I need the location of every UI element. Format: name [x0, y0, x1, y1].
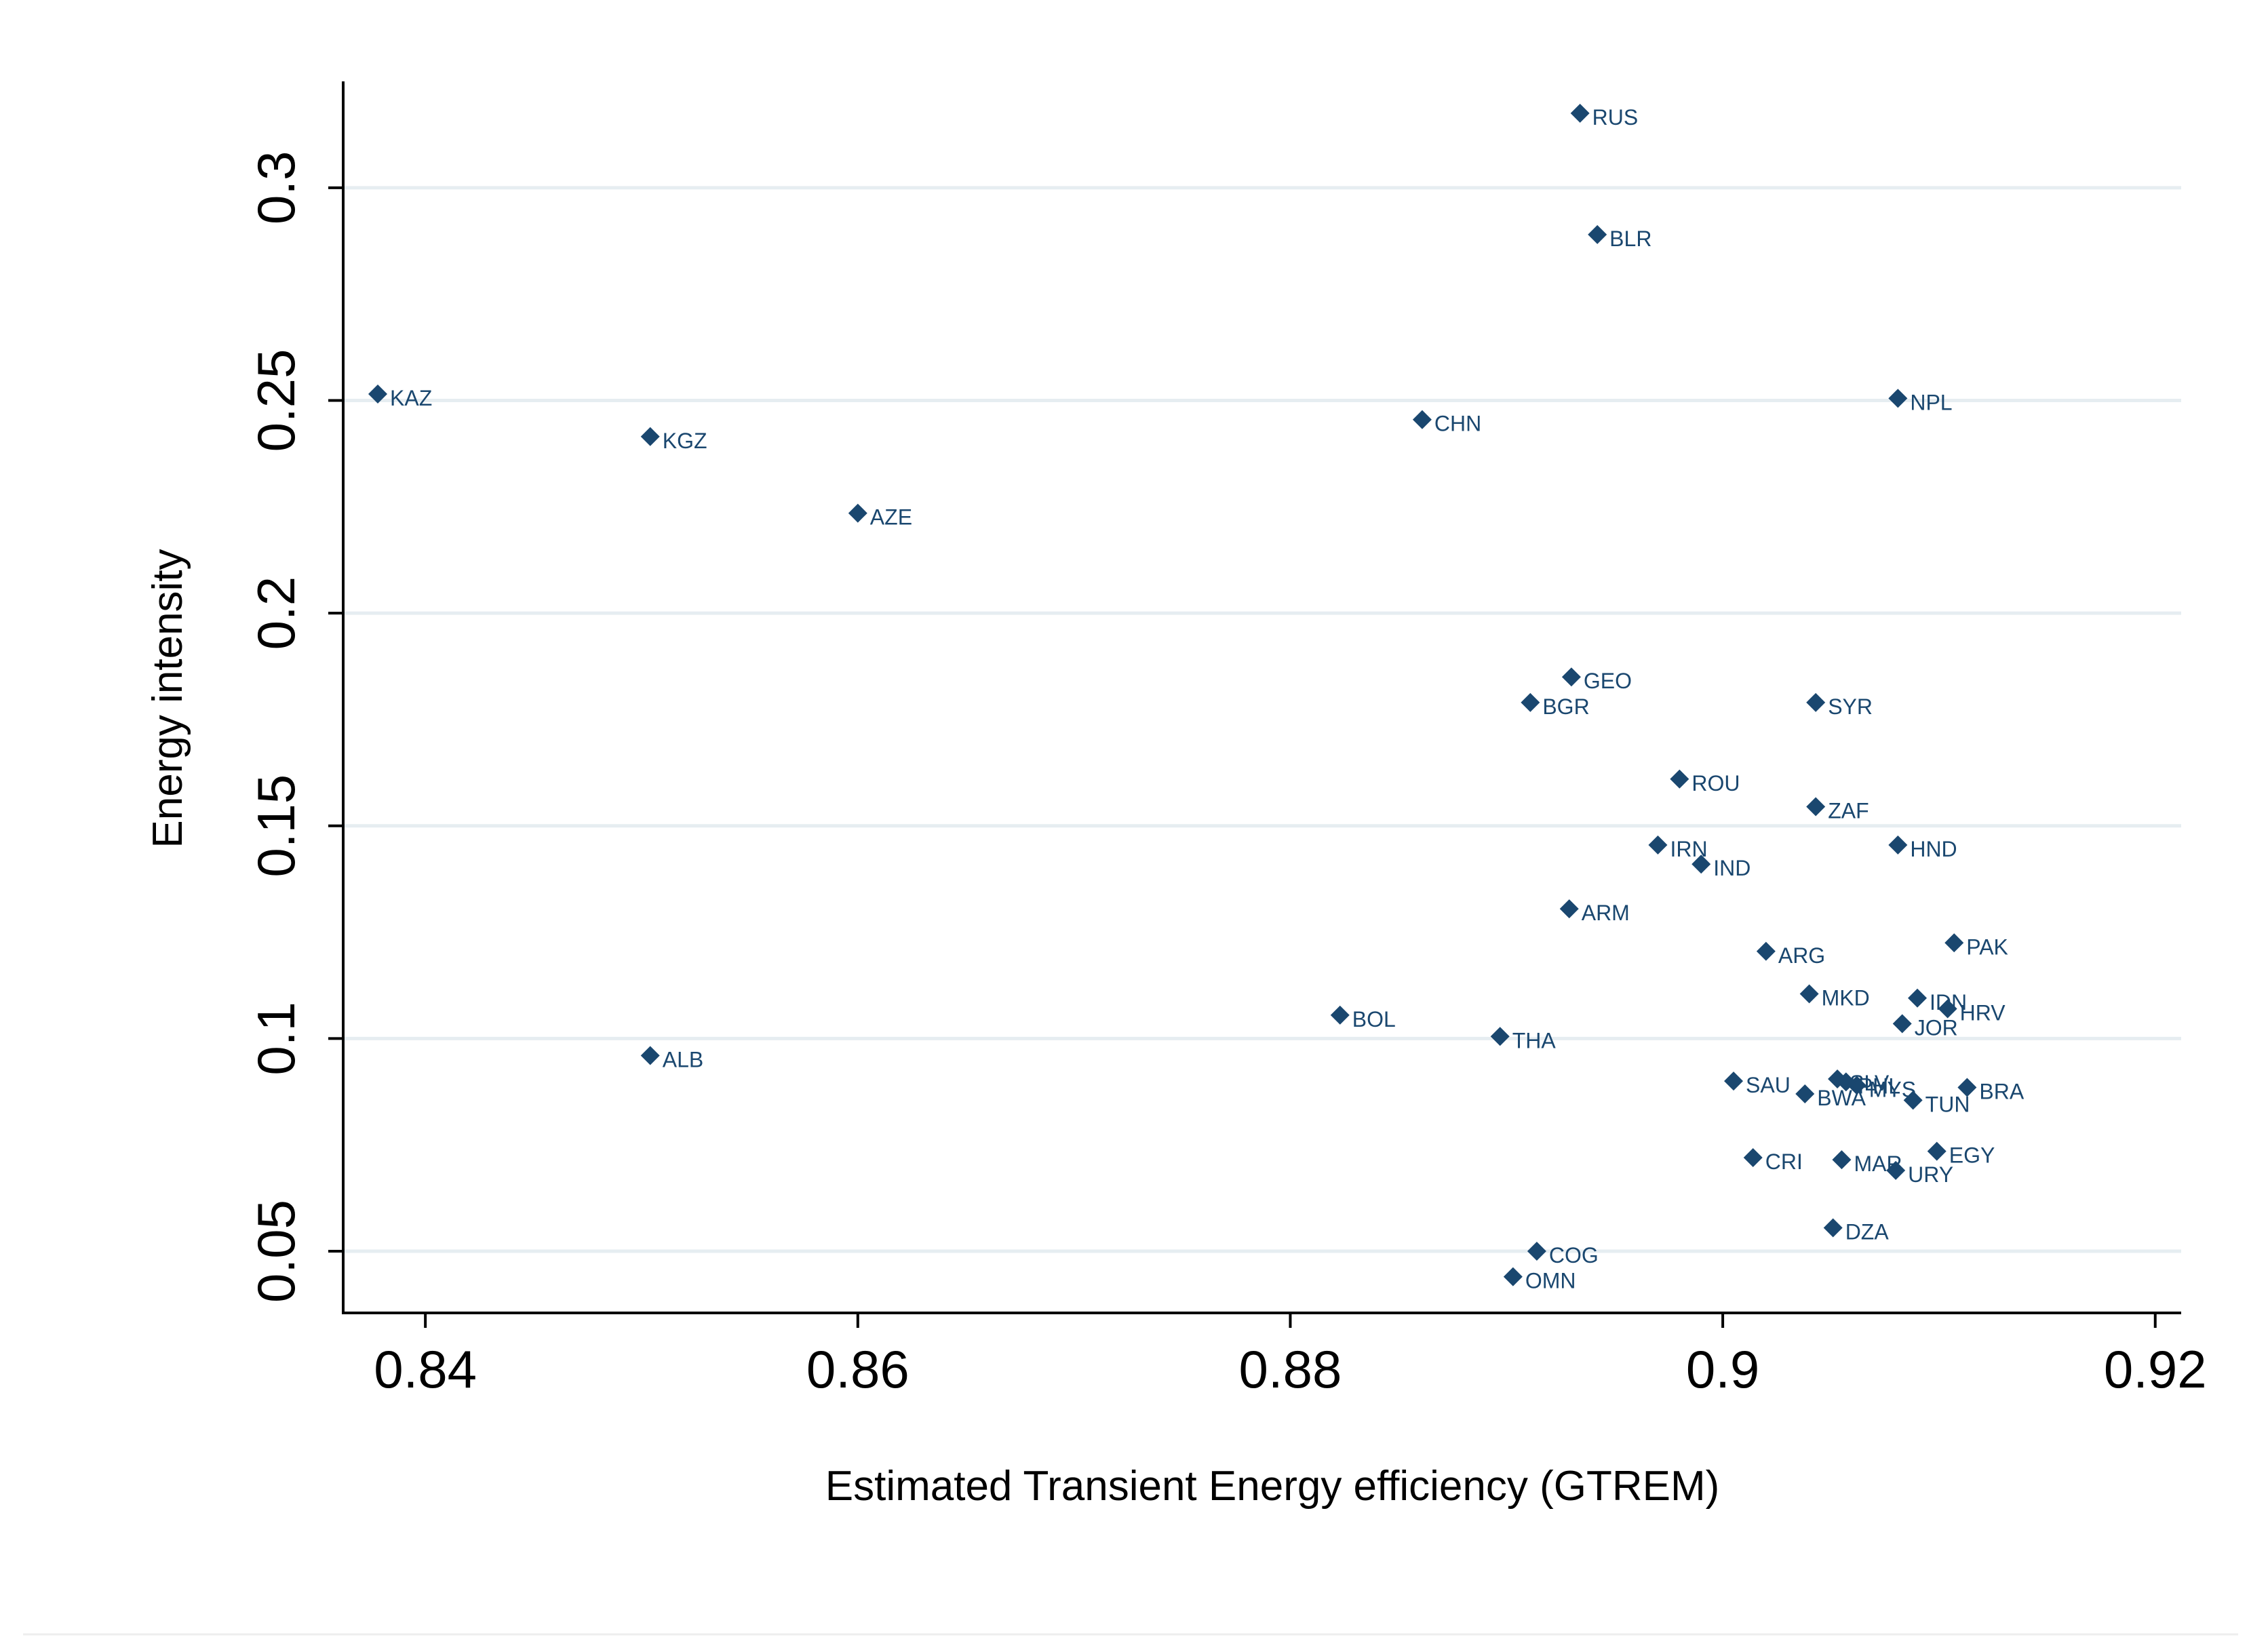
point-label-zaf: ZAF — [1828, 799, 1869, 823]
data-point-arg — [1756, 941, 1776, 961]
data-point-rou — [1670, 769, 1689, 789]
point-label-phl: PHL — [1858, 1074, 1900, 1098]
data-point-ury — [1886, 1160, 1906, 1180]
point-label-alb: ALB — [663, 1047, 703, 1071]
x-axis-title: Estimated Transient Energy efficiency (G… — [825, 1463, 1720, 1510]
data-point-rus — [1570, 104, 1590, 123]
point-label-tun: TUN — [1925, 1092, 1970, 1116]
point-label-kaz: KAZ — [390, 386, 432, 410]
point-label-pak: PAK — [1966, 935, 2008, 959]
axes — [342, 81, 2181, 1314]
data-point-tun — [1903, 1090, 1923, 1110]
data-point-pak — [1944, 933, 1964, 953]
y-tick-label: 0.3 — [246, 151, 306, 224]
gridlines — [345, 186, 2181, 1253]
data-point-aze — [848, 503, 867, 523]
point-label-bol: BOL — [1352, 1007, 1396, 1031]
point-label-hnd: HND — [1910, 837, 1957, 861]
data-point-syr — [1806, 692, 1826, 712]
data-points — [368, 104, 1977, 1286]
point-label-idn: IDN — [1930, 990, 1967, 1015]
y-tick-label: 0.25 — [246, 349, 306, 452]
data-point-zaf — [1806, 797, 1826, 817]
data-point-cri — [1743, 1148, 1763, 1168]
data-point-hrv — [1938, 999, 1957, 1019]
x-tick-label: 0.9 — [1686, 1339, 1759, 1399]
y-tick-label: 0.05 — [246, 1200, 306, 1303]
point-label-bwa: BWA — [1817, 1086, 1866, 1110]
x-tick-label: 0.92 — [2104, 1339, 2207, 1399]
point-label-ury: URY — [1908, 1162, 1953, 1187]
data-point-kaz — [368, 385, 388, 404]
data-point-hnd — [1888, 835, 1908, 854]
point-label-rus: RUS — [1592, 105, 1639, 130]
x-tick-label: 0.84 — [374, 1339, 477, 1399]
data-point-egy — [1927, 1141, 1947, 1161]
y-axis-title: Energy intensity — [144, 549, 191, 848]
point-label-blr: BLR — [1609, 227, 1651, 251]
point-label-egy: EGY — [1949, 1143, 1995, 1168]
point-label-jor: JOR — [1915, 1015, 1958, 1040]
data-point-blr — [1588, 224, 1607, 244]
data-point-npl — [1888, 389, 1908, 408]
data-point-cog — [1527, 1242, 1546, 1261]
point-label-aze: AZE — [870, 505, 912, 530]
point-label-dza: DZA — [1845, 1220, 1890, 1244]
point-label-npl: NPL — [1910, 390, 1952, 414]
x-tick-label: 0.88 — [1239, 1339, 1342, 1399]
point-label-cri: CRI — [1765, 1149, 1803, 1174]
data-point-ind — [1691, 854, 1711, 874]
point-label-geo: GEO — [1584, 669, 1632, 693]
data-point-chn — [1412, 410, 1432, 429]
point-label-syr: SYR — [1828, 694, 1873, 719]
data-point-jor — [1892, 1014, 1912, 1034]
point-label-kgz: KGZ — [663, 429, 707, 453]
y-tick-label: 0.1 — [246, 1002, 306, 1075]
point-label-rou: ROU — [1691, 771, 1740, 795]
tick-marks-and-labels: 0.05 0.1 0.15 0.2 0.25 0.3 0.84 0.86 0.88 0.9 0.92 — [246, 151, 2207, 1399]
data-point-bol — [1330, 1005, 1350, 1025]
data-point-omn — [1503, 1267, 1523, 1286]
point-label-mar: MAR — [1854, 1152, 1902, 1176]
data-point-arm — [1559, 899, 1579, 919]
point-label-ind: IND — [1713, 856, 1751, 880]
point-label-slv: SLV — [1850, 1071, 1890, 1095]
data-point-bra — [1957, 1078, 1977, 1097]
y-tick-label: 0.15 — [246, 774, 306, 878]
point-label-omn: OMN — [1525, 1269, 1576, 1293]
y-tick-label: 0.2 — [246, 576, 306, 650]
data-point-dza — [1823, 1218, 1843, 1238]
data-point-bgr — [1521, 692, 1540, 712]
data-point-idn — [1908, 988, 1928, 1008]
point-label-tha: THA — [1512, 1028, 1557, 1053]
data-point-mar — [1832, 1150, 1852, 1170]
point-label-bra: BRA — [1979, 1080, 2024, 1104]
x-tick-label: 0.86 — [806, 1339, 910, 1399]
point-label-mys: MYS — [1869, 1077, 1916, 1101]
point-label-arg: ARG — [1778, 943, 1825, 968]
point-label-sau: SAU — [1746, 1073, 1791, 1097]
data-point-kgz — [640, 427, 660, 446]
data-point-sau — [1724, 1071, 1744, 1091]
point-label-cog: COG — [1549, 1243, 1599, 1267]
point-label-hrv: HRV — [1960, 1000, 2006, 1025]
data-point-irn — [1648, 835, 1668, 854]
point-label-mkd: MKD — [1822, 986, 1870, 1010]
point-label-irn: IRN — [1670, 837, 1707, 861]
data-point-geo — [1561, 667, 1581, 687]
data-point-mkd — [1799, 984, 1819, 1004]
point-label-bgr: BGR — [1542, 694, 1589, 719]
data-point-tha — [1490, 1027, 1510, 1046]
data-point-mys — [1847, 1076, 1866, 1095]
point-label-chn: CHN — [1434, 412, 1481, 436]
point-label-arm: ARM — [1582, 901, 1630, 925]
data-point-alb — [640, 1046, 660, 1065]
data-point-bwa — [1795, 1084, 1815, 1103]
